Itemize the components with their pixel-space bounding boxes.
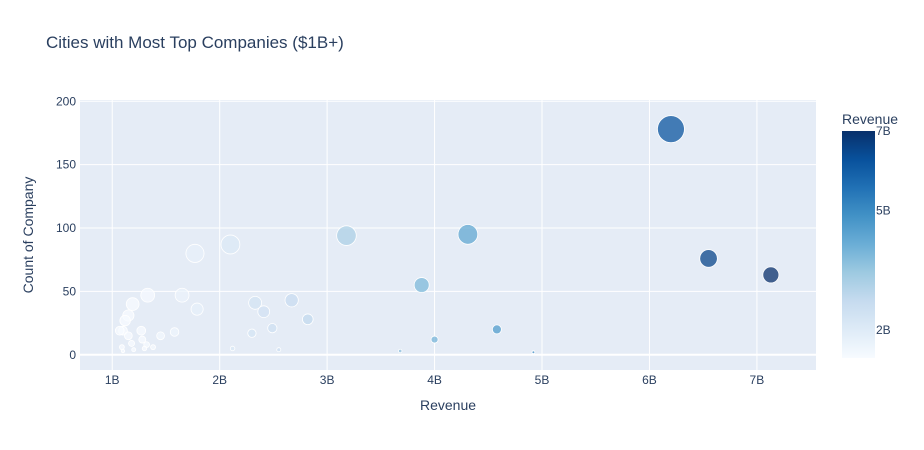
data-point — [124, 331, 133, 341]
colorbar-gradient — [842, 131, 875, 358]
y-tick-label: 150 — [56, 158, 76, 172]
data-point — [220, 234, 241, 255]
colorbar-tick-label: 5B — [876, 204, 891, 218]
tick-labels: 1B 2B 3B 4B 5B 6B 7B 0 50 100 150 200 — [56, 94, 764, 387]
data-point — [398, 348, 403, 354]
data-point — [128, 339, 136, 347]
data-point — [457, 224, 479, 245]
data-point — [119, 344, 125, 351]
data-point — [174, 287, 190, 303]
colorbar-title: Revenue — [842, 111, 898, 127]
y-tick-label: 200 — [56, 94, 76, 108]
data-point — [140, 287, 156, 303]
data-point — [657, 115, 685, 144]
data-point — [247, 328, 257, 338]
data-point — [156, 331, 165, 341]
data-point — [699, 249, 718, 268]
y-tick-label: 100 — [56, 221, 76, 235]
colorbar-tick-label: 2B — [876, 323, 891, 337]
plot-area — [80, 100, 816, 370]
data-point — [336, 225, 357, 246]
data-point — [169, 327, 180, 337]
data-point — [150, 344, 156, 351]
data-point — [114, 325, 125, 336]
chart-title: Cities with Most Top Companies ($1B+) — [46, 33, 344, 52]
grid — [80, 100, 816, 370]
data-point — [131, 347, 137, 353]
colorbar: Revenue 2B 5B 7B — [842, 111, 898, 358]
y-tick-label: 0 — [69, 348, 76, 362]
data-point — [430, 335, 439, 344]
x-tick-label: 6B — [642, 373, 657, 387]
data-point — [120, 348, 126, 354]
data-point — [125, 297, 140, 311]
y-tick-label: 50 — [63, 284, 77, 298]
x-axis-title: Revenue — [420, 397, 476, 413]
data-point — [302, 313, 314, 326]
x-tick-label: 7B — [750, 373, 765, 387]
x-tick-label: 3B — [320, 373, 335, 387]
data-point — [119, 314, 131, 327]
data-point — [190, 302, 204, 316]
data-point — [284, 293, 299, 308]
data-point — [762, 266, 780, 284]
data-point — [141, 345, 148, 352]
data-point — [185, 243, 205, 263]
x-tick-label: 2B — [212, 373, 227, 387]
data-point — [491, 324, 502, 335]
data-point — [267, 323, 278, 334]
x-tick-label: 1B — [105, 373, 120, 387]
data-point — [276, 347, 282, 353]
data-point — [229, 345, 236, 352]
data-point — [248, 295, 263, 310]
colorbar-tick-label: 7B — [876, 124, 891, 138]
data-point — [413, 277, 430, 293]
data-point — [136, 325, 147, 336]
y-axis-title: Count of Company — [20, 177, 36, 294]
data-point — [138, 335, 147, 344]
data-points — [114, 115, 780, 355]
data-point — [531, 350, 536, 355]
data-point — [257, 305, 271, 318]
x-tick-label: 4B — [427, 373, 442, 387]
x-tick-label: 5B — [535, 373, 550, 387]
